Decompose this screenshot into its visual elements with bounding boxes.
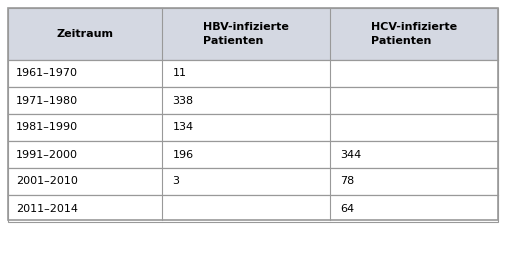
Text: 11: 11	[172, 68, 186, 78]
Text: Zeitraum: Zeitraum	[57, 29, 114, 39]
Bar	[8, 195, 497, 222]
Text: 344: 344	[340, 150, 361, 160]
Text: 1971–1980: 1971–1980	[16, 96, 78, 106]
Bar	[8, 114, 497, 141]
Text: 2011–2014: 2011–2014	[16, 204, 78, 214]
Text: 3: 3	[172, 176, 179, 186]
Bar	[8, 168, 497, 195]
Text: 338: 338	[172, 96, 193, 106]
Bar	[8, 87, 497, 114]
Text: HBV-infizierte
Patienten: HBV-infizierte Patienten	[203, 22, 289, 46]
Text: 1961–1970: 1961–1970	[16, 68, 78, 78]
Text: 2001–2010: 2001–2010	[16, 176, 78, 186]
Text: 64: 64	[340, 204, 354, 214]
Bar	[8, 8, 497, 220]
Text: HCV-infizierte
Patienten: HCV-infizierte Patienten	[370, 22, 457, 46]
Text: 1981–1990: 1981–1990	[16, 122, 78, 132]
Bar	[8, 8, 497, 60]
Text: 196: 196	[172, 150, 193, 160]
Text: 1991–2000: 1991–2000	[16, 150, 78, 160]
Text: 134: 134	[172, 122, 193, 132]
Bar	[8, 60, 497, 87]
Text: 78: 78	[340, 176, 354, 186]
Bar	[8, 141, 497, 168]
